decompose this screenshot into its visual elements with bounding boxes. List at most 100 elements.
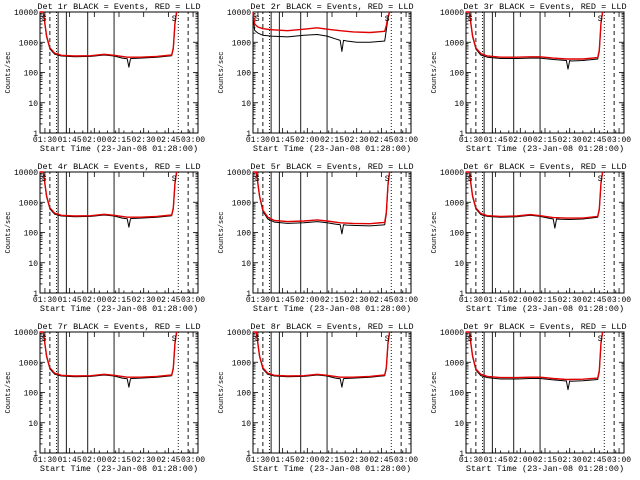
x-tick-label: 03:00 [607,296,631,305]
x-tick-label: 02:15 [320,136,344,145]
x-tick-label: 01:30 [246,136,270,145]
x-tick-label: 01:45 [484,136,508,145]
y-tick-label: 10000 [440,169,464,178]
y-tick-label: 10000 [440,329,464,338]
y-axis-label: Counts/sec [218,371,226,413]
x-tick-label: 03:00 [394,136,418,145]
series-events [253,171,391,235]
x-tick-label: 01:45 [271,136,295,145]
panel-title: Det 6r BLACK = Events, RED = LLD [463,162,626,172]
series-lld [252,11,391,34]
x-tick-label: 01:45 [271,456,295,465]
y-tick-label: 10 [241,100,251,109]
x-axis-label: Start Time (23-Jan-08 01:28:00) [466,304,624,314]
y-tick-label: 1000 [19,359,38,368]
x-axis-label: Start Time (23-Jan-08 01:28:00) [466,464,624,474]
y-axis-label: Counts/sec [431,371,439,413]
x-axis-label: Start Time (23-Jan-08 01:28:00) [466,144,624,154]
x-tick-label: 01:45 [484,456,508,465]
y-tick-label: 1 [246,130,251,139]
saturation-marker: S [385,175,390,184]
y-tick-label: 10000 [227,329,251,338]
x-tick-label: 03:00 [607,136,631,145]
y-tick-label: 10000 [14,169,38,178]
y-tick-label: 100 [450,70,465,79]
x-tick-label: 02:45 [369,456,393,465]
x-tick-label: 02:00 [508,296,532,305]
panel-title: Det 8r BLACK = Events, RED = LLD [250,322,413,332]
x-tick-label: 02:30 [558,456,582,465]
x-tick-label: 02:15 [320,456,344,465]
series-events [253,331,391,388]
x-axis-label: Start Time (23-Jan-08 01:28:00) [253,464,411,474]
series-lld [253,171,391,225]
x-tick-label: 01:30 [246,296,270,305]
x-tick-label: 01:30 [33,456,57,465]
panel-title: Det 7r BLACK = Events, RED = LLD [37,322,200,332]
series-events [40,171,178,228]
saturation-marker: S [172,335,177,344]
y-tick-label: 1 [459,450,464,459]
x-tick-label: 02:15 [533,296,557,305]
panel-3: Det 3r BLACK = Events, RED = LLD 1 10 100 10… [431,2,631,154]
x-tick-label: 03:00 [181,456,205,465]
x-tick-label: 02:00 [508,136,532,145]
y-tick-label: 1 [246,290,251,299]
x-tick-label: 03:00 [181,136,205,145]
y-tick-label: 10 [454,100,464,109]
x-tick-label: 02:45 [582,456,606,465]
saturation-marker: S [598,15,603,24]
saturation-marker: S [172,175,177,184]
y-tick-label: 10 [28,260,38,269]
y-tick-label: 10 [454,260,464,269]
y-tick-label: 1000 [232,359,251,368]
series-events [40,11,178,68]
y-tick-label: 100 [237,70,252,79]
x-tick-label: 02:45 [369,296,393,305]
x-tick-label: 01:30 [459,456,483,465]
saturation-marker: S [255,335,260,344]
series-lld [253,331,391,378]
panel-title: Det 2r BLACK = Events, RED = LLD [250,2,413,12]
y-tick-label: 10000 [227,169,251,178]
x-tick-label: 02:30 [558,136,582,145]
y-tick-label: 100 [237,230,252,239]
saturation-marker: S [42,175,47,184]
y-tick-label: 10000 [227,9,251,18]
y-axis-label: Counts/sec [431,51,439,93]
x-tick-label: 02:15 [107,456,131,465]
x-tick-label: 02:15 [107,136,131,145]
y-axis-label: Counts/sec [5,51,13,93]
x-tick-label: 03:00 [394,456,418,465]
x-tick-label: 01:45 [271,296,295,305]
x-axis-label: Start Time (23-Jan-08 01:28:00) [253,144,411,154]
x-tick-label: 02:30 [558,296,582,305]
y-tick-label: 1000 [232,199,251,208]
x-tick-label: 02:15 [107,296,131,305]
x-tick-label: 02:15 [533,456,557,465]
series-events [466,11,604,70]
x-tick-label: 02:00 [82,456,106,465]
y-tick-label: 1 [459,290,464,299]
y-axis-label: Counts/sec [218,211,226,253]
y-tick-label: 10 [28,100,38,109]
x-tick-label: 02:45 [369,136,393,145]
saturation-marker: S [385,335,390,344]
y-axis-label: Counts/sec [218,51,226,93]
y-tick-label: 100 [237,390,252,399]
saturation-marker: S [42,335,47,344]
series-lld [40,331,178,378]
y-tick-label: 10000 [14,9,38,18]
panel-4: Det 4r BLACK = Events, RED = LLD 1 10 100 10… [5,162,205,314]
x-tick-label: 02:00 [295,296,319,305]
x-tick-label: 01:45 [58,136,82,145]
saturation-marker: S [255,175,260,184]
x-tick-label: 01:30 [33,296,57,305]
x-tick-label: 01:45 [58,296,82,305]
x-tick-label: 02:45 [582,136,606,145]
y-tick-label: 1000 [445,39,464,48]
x-axis-label: Start Time (23-Jan-08 01:28:00) [253,304,411,314]
x-tick-label: 02:30 [132,456,156,465]
series-lld [40,11,178,58]
